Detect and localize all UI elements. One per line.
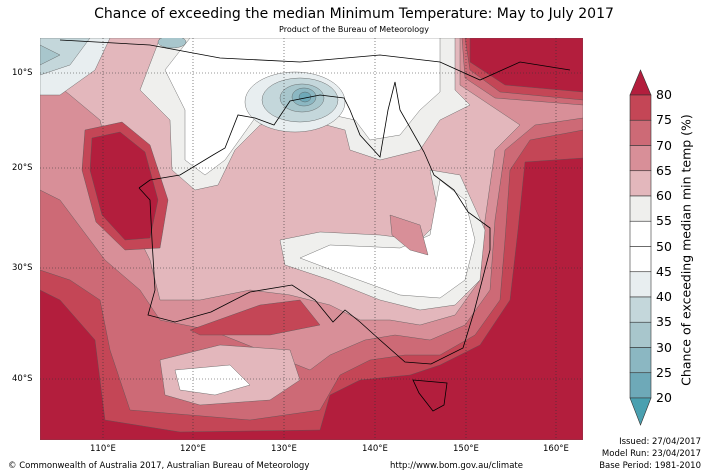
colorbar-bin [629,372,652,399]
contour-over-80 [89,131,159,241]
colorbar-tick-label: 65 [656,162,672,178]
graticule [40,38,583,440]
colorbar-bin [629,321,652,348]
source-url[interactable]: http://www.bom.gov.au/climate [390,461,523,471]
colorbar-tick-label: 45 [656,263,672,279]
colorbar-bin [629,296,652,323]
colorbar-bin [629,271,652,298]
contour-75-80 [189,299,321,336]
lon-label: 160°E [543,444,569,454]
tasmania-coastline [412,379,448,412]
lon-label: 130°E [271,444,297,454]
lon-label: 120°E [180,444,206,454]
colorbar-tick-label: 80 [656,87,672,102]
australia-coastline [138,81,491,365]
colorbar-bin [629,170,652,197]
colorbar-bin [629,220,652,247]
lat-label: 10°S [12,68,33,78]
colorbar-bin [629,94,652,121]
colorbar-tick-label: 60 [656,188,672,203]
page-subtitle: Product of the Bureau of Meteorology [279,25,429,34]
lon-label: 140°E [362,444,388,454]
contour-65-70 [389,214,429,256]
colorbar-tick-label: 35 [656,314,672,330]
contour-50-55 [174,364,251,396]
colorbar-tick-label: 30 [656,339,672,355]
colorbar-over-arrow [629,69,652,96]
colorbar-tick-label: 40 [656,289,672,304]
lon-label: 150°E [453,444,479,454]
contour-35-40 [157,38,187,49]
colorbar-tick-label: 25 [656,364,672,380]
new-guinea-coastline [59,39,571,81]
colorbar [629,69,652,426]
colorbar-title: Chance of exceeding median min temp (%) [678,114,694,386]
colorbar-tick-label: 55 [656,213,672,229]
colorbar-bin [629,119,652,146]
contour-40-45 [40,38,91,76]
colorbar-bin [629,246,652,273]
colorbar-tick-label: 70 [656,137,672,153]
lon-label: 110°E [90,444,116,454]
colorbar-under-arrow [629,397,652,426]
copyright-text: © Commonwealth of Australia 2017, Austra… [8,461,310,471]
colorbar-bin [629,145,652,172]
coastline [59,39,571,412]
page-title: Chance of exceeding the median Minimum T… [94,6,614,22]
colorbar-bin [629,347,652,374]
base-period: Base Period: 1981-2010 [599,461,701,471]
colorbar-tick-label: 75 [656,112,672,128]
issued-date: Issued: 27/04/2017 [619,437,701,447]
lat-label: 30°S [12,263,33,273]
contour-35-40 [40,44,61,66]
lat-label: 20°S [12,163,33,173]
colorbar-tick-label: 50 [656,238,672,254]
lat-label: 40°S [12,374,33,384]
model-run-date: Model Run: 23/04/2017 [601,449,701,459]
colorbar-tick-label: 20 [656,390,672,405]
colorbar-bin [629,195,652,222]
